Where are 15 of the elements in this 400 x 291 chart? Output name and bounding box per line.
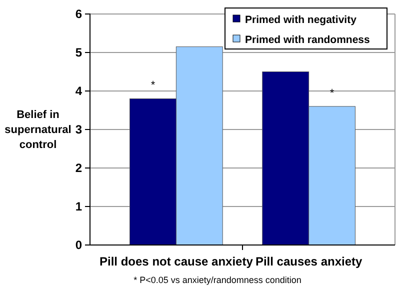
y-tick-label: 4: [75, 84, 82, 98]
text: * P<0.05 vs anxiety/randomness condition: [134, 275, 302, 285]
y-tick-label: 5: [75, 45, 82, 60]
x-tick-label: Pill does not cause anxiety: [100, 254, 254, 269]
y-tick-label: 1: [75, 199, 82, 214]
y-tick-label: 6: [75, 6, 82, 21]
annotation: *: [330, 87, 335, 100]
y-axis-title: Belief in supernatural control: [4, 109, 72, 151]
x-tick-label: Pill causes anxiety: [255, 254, 362, 269]
y-tick-label: 3: [75, 122, 82, 136]
legend-label: Primed with randomness: [245, 34, 370, 46]
legend-label: Primed with negativity: [245, 14, 357, 26]
y-tick-label: 2: [75, 160, 82, 175]
y-tick-label: 0: [75, 238, 82, 252]
annotation: *: [150, 80, 156, 92]
